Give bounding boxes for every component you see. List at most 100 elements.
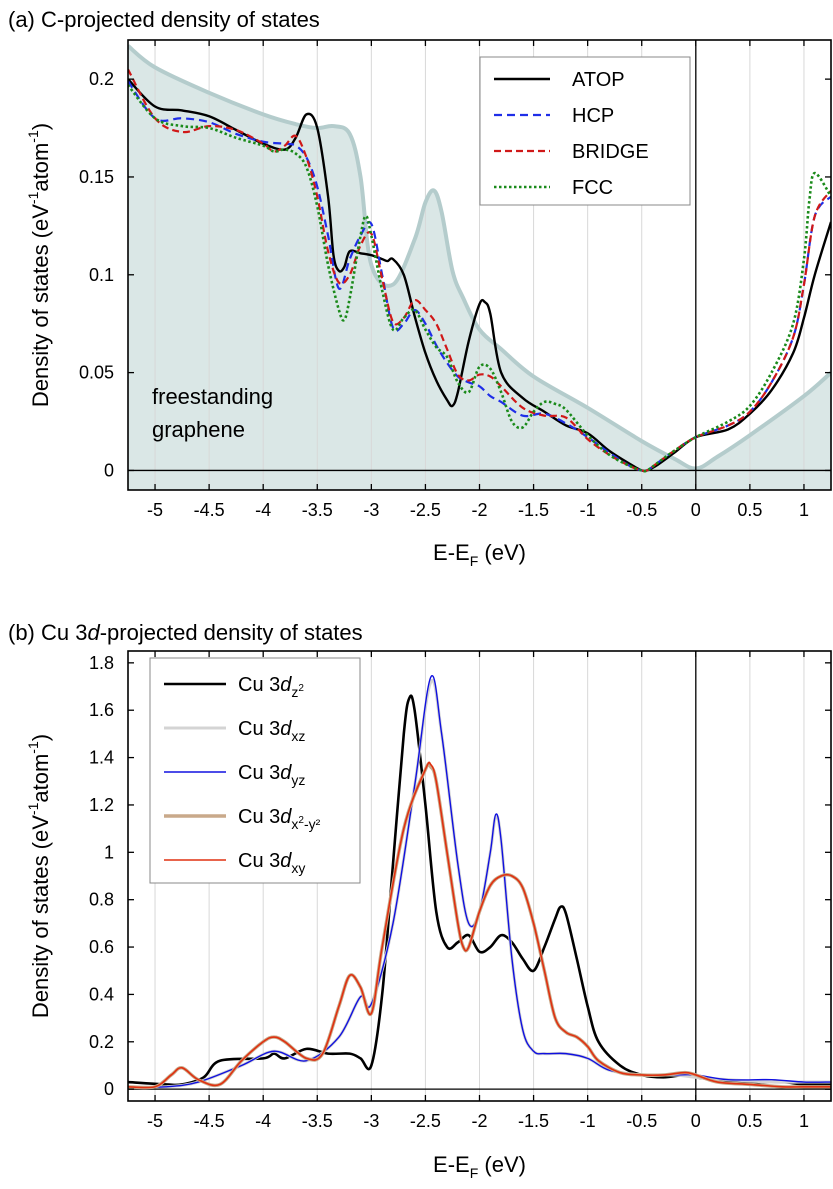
legend-prefix: Cu 3 bbox=[238, 718, 280, 740]
x-tick-label: -1.5 bbox=[518, 1111, 549, 1131]
legend-italic: d bbox=[280, 674, 292, 696]
title-main: C-projected density of states bbox=[41, 7, 320, 32]
legend-label: HCP bbox=[572, 105, 614, 127]
x-tick-label: -4.5 bbox=[194, 500, 225, 520]
legend: ATOP HCP BRIDGE FCC bbox=[479, 56, 691, 206]
y-tick-label: 0.2 bbox=[89, 69, 114, 89]
legend-prefix: Cu 3 bbox=[238, 674, 280, 696]
y-axis-label: Density of states (eV-1atom-1) bbox=[25, 734, 53, 1018]
ylabel-sup-2: -1 bbox=[25, 130, 41, 143]
y-tick-label: 0.2 bbox=[89, 1032, 114, 1052]
panel-title: (a) C-projected density of states bbox=[8, 7, 320, 32]
panel-a: -5 -4.5 -4 -3.5 -3 -2.5 -2 -1.5 -1 -0.5 0 0.5 1 0 0.05… bbox=[8, 7, 832, 569]
ylabel-mid: atom bbox=[28, 754, 53, 803]
y-tick-label: 1.4 bbox=[89, 748, 114, 768]
x-tick-label: -1 bbox=[580, 500, 596, 520]
xlabel-main: E-E bbox=[433, 540, 470, 565]
y-tick-label: 0.6 bbox=[89, 937, 114, 957]
x-tick-label: -4.5 bbox=[194, 1111, 225, 1131]
panel-title: (b) Cu 3d-projected density of states bbox=[8, 620, 363, 645]
legend-sub: x bbox=[291, 816, 298, 832]
x-tick-label: -2 bbox=[471, 1111, 487, 1131]
legend-italic: d bbox=[280, 762, 292, 784]
ylabel-main: Density of states (eV bbox=[28, 204, 53, 407]
legend-sub: xz bbox=[291, 728, 305, 744]
x-tick-label: -0.5 bbox=[626, 1111, 657, 1131]
xlabel-sub: F bbox=[470, 553, 479, 569]
legend-sub-sup: 2 bbox=[298, 815, 304, 826]
legend-label: Cu 3dyz bbox=[238, 762, 305, 788]
y-tick-label: 1.8 bbox=[89, 653, 114, 673]
y-tick-label: 0 bbox=[104, 1079, 114, 1099]
xlabel-unit: (eV) bbox=[478, 1152, 526, 1177]
y-tick-label: 0.4 bbox=[89, 984, 114, 1004]
y-tick-label: 1.2 bbox=[89, 795, 114, 815]
x-axis-label: E-EF (eV) bbox=[433, 540, 526, 569]
legend-prefix: Cu 3 bbox=[238, 762, 280, 784]
y-tick-label: 0.1 bbox=[89, 265, 114, 285]
xlabel-main: E-E bbox=[433, 1152, 470, 1177]
legend-label: Cu 3dz2 bbox=[238, 674, 304, 700]
x-tick-label: -5 bbox=[147, 1111, 163, 1131]
legend-sub: yz bbox=[291, 772, 305, 788]
x-tick-label: -3.5 bbox=[302, 1111, 333, 1131]
x-tick-label: -4 bbox=[255, 1111, 271, 1131]
title-suffix: -projected density of states bbox=[100, 620, 363, 645]
legend-sub-tail: -y² bbox=[304, 816, 321, 832]
x-tick-label: -3.5 bbox=[302, 500, 333, 520]
legend-label: FCC bbox=[572, 177, 613, 199]
ylabel-main: Density of states (eV bbox=[28, 815, 53, 1018]
title-prefix: (b) Cu 3 bbox=[8, 620, 87, 645]
y-tick-label: 0.05 bbox=[79, 363, 114, 383]
legend-prefix: Cu 3 bbox=[238, 850, 280, 872]
legend-label: Cu 3dxy bbox=[238, 850, 305, 876]
x-tick-label: 1 bbox=[799, 500, 809, 520]
legend-italic: d bbox=[280, 806, 292, 828]
annotation-text: freestanding bbox=[152, 384, 273, 409]
x-tick-label: -3 bbox=[363, 1111, 379, 1131]
x-tick-label: -1 bbox=[580, 1111, 596, 1131]
y-tick-label: 0 bbox=[104, 460, 114, 480]
y-axis-label: Density of states (eV-1atom-1) bbox=[25, 123, 53, 407]
x-tick-label: 0.5 bbox=[737, 1111, 762, 1131]
series-line-4 bbox=[128, 761, 831, 1089]
y-tick-label: 0.15 bbox=[79, 167, 114, 187]
y-tick-label: 1.6 bbox=[89, 700, 114, 720]
x-tick-label: 0 bbox=[691, 1111, 701, 1131]
legend-label: Cu 3dxz bbox=[238, 718, 305, 744]
title-italic: d bbox=[87, 620, 100, 645]
x-axis-label: E-EF (eV) bbox=[433, 1152, 526, 1181]
graphene-area bbox=[128, 45, 831, 490]
x-tick-label: 0 bbox=[691, 500, 701, 520]
legend-label: BRIDGE bbox=[572, 141, 649, 163]
x-tick-label: -2.5 bbox=[410, 500, 441, 520]
legend-italic: d bbox=[280, 850, 292, 872]
annotation-text: graphene bbox=[152, 417, 245, 442]
legend-sub-sup: 2 bbox=[298, 683, 304, 694]
legend-sub: xy bbox=[291, 860, 305, 876]
x-tick-label: -5 bbox=[147, 500, 163, 520]
ylabel-end: ) bbox=[28, 123, 53, 130]
series-line-0 bbox=[128, 78, 831, 473]
x-tick-label: 1 bbox=[799, 1111, 809, 1131]
x-tick-label: -1.5 bbox=[518, 500, 549, 520]
x-tick-label: -3 bbox=[363, 500, 379, 520]
graphene-line bbox=[128, 44, 831, 471]
y-tick-label: 0.8 bbox=[89, 890, 114, 910]
x-tick-label: 0.5 bbox=[737, 500, 762, 520]
series-line-3 bbox=[128, 84, 831, 473]
ylabel-end: ) bbox=[28, 734, 53, 741]
legend-italic: d bbox=[280, 718, 292, 740]
x-tick-label: -2 bbox=[471, 500, 487, 520]
title-prefix: (a) bbox=[8, 7, 41, 32]
legend-prefix: Cu 3 bbox=[238, 806, 280, 828]
xlabel-sub: F bbox=[470, 1165, 479, 1181]
panel-b: -5 -4.5 -4 -3.5 -3 -2.5 -2 -1.5 -1 -0.5 0 0.5 1 0 0.2 0… bbox=[8, 620, 832, 1181]
legend-box bbox=[149, 657, 361, 884]
ylabel-sup-1: -1 bbox=[25, 802, 41, 815]
x-tick-label: -0.5 bbox=[626, 500, 657, 520]
legend-sub: z bbox=[291, 684, 298, 700]
xlabel-unit: (eV) bbox=[478, 540, 526, 565]
